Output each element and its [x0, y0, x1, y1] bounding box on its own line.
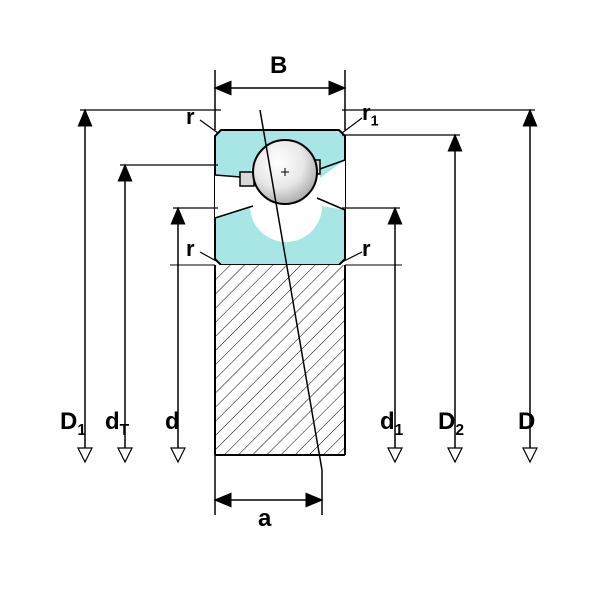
label-r-br: r: [362, 236, 371, 262]
label-d: d: [165, 408, 180, 436]
diagram-svg: [0, 0, 600, 600]
label-r1: r1: [362, 100, 379, 129]
label-a: a: [258, 505, 271, 533]
label-r-tl: r: [186, 104, 195, 130]
dim-left-group: [75, 110, 218, 462]
bearing-body: [215, 130, 345, 265]
label-D: D: [518, 408, 535, 436]
bearing-diagram: B r r1 r r D1 dT d d1 D2 D a: [0, 0, 600, 600]
label-d1: d1: [380, 408, 403, 440]
label-r-bl: r: [186, 236, 195, 262]
label-D2: D2: [438, 408, 464, 440]
label-B: B: [270, 52, 287, 80]
label-dT: dT: [105, 408, 129, 440]
label-D1: D1: [60, 408, 86, 440]
